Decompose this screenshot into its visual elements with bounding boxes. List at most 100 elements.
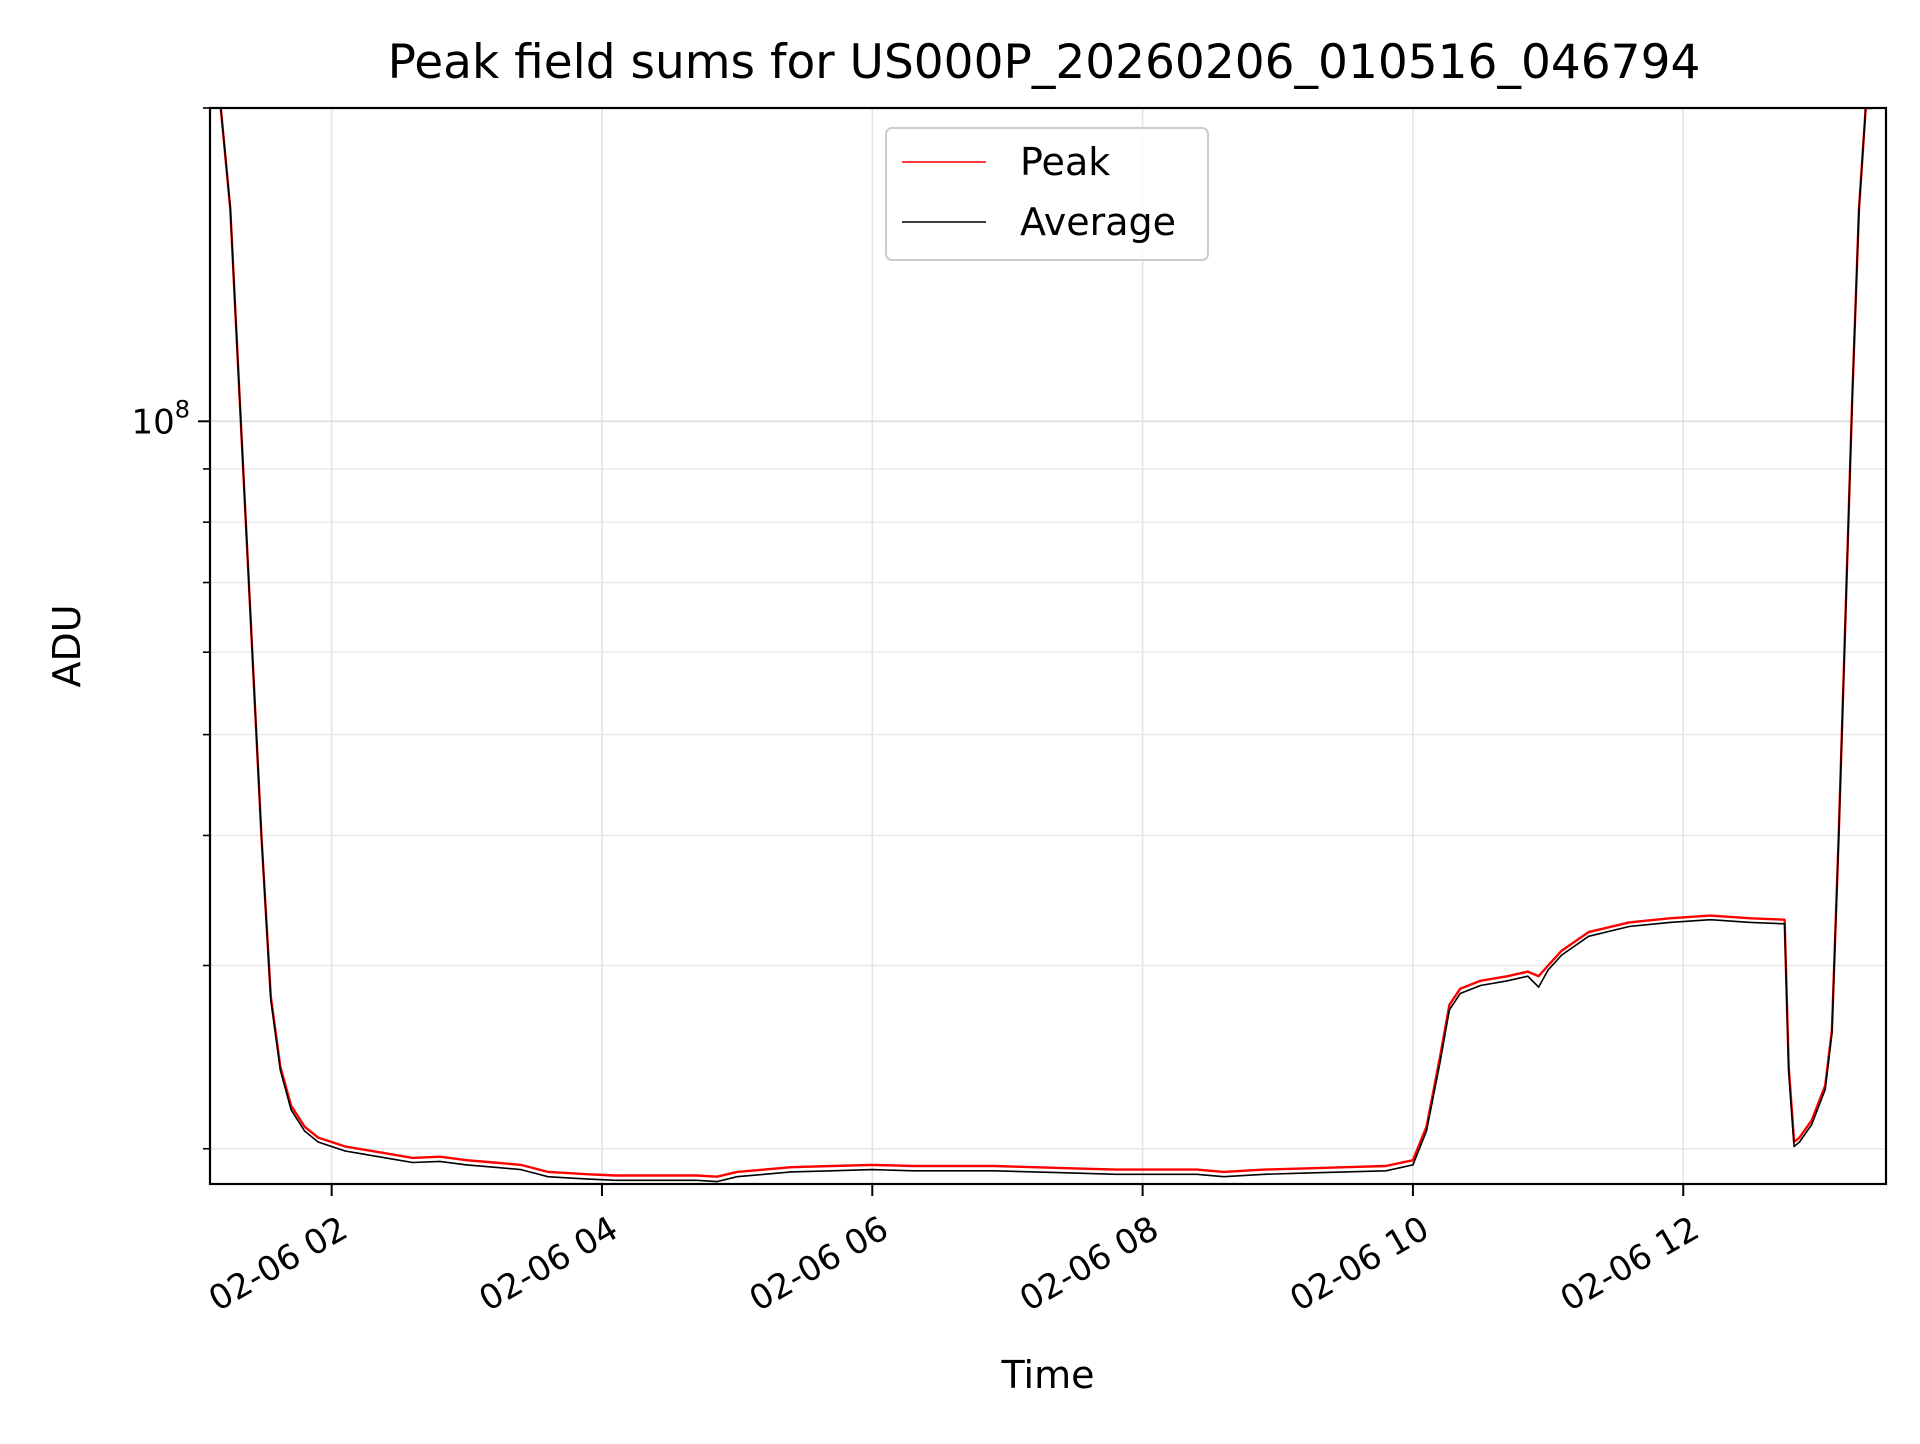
y-axis-label: ADU (45, 604, 89, 687)
data-point-peak (1560, 949, 1563, 952)
data-point-peak (912, 1165, 914, 1167)
data-point-average (1344, 1171, 1347, 1173)
data-point-average (716, 1180, 718, 1183)
data-point-peak (871, 1164, 874, 1166)
grid-layer (210, 107, 1886, 1184)
data-point-peak (1344, 1166, 1347, 1168)
data-point-average (270, 999, 272, 1001)
data-point-average (1858, 208, 1860, 211)
data-point-average (567, 1177, 569, 1179)
series-average (220, 108, 1874, 1183)
data-point-average (303, 1130, 306, 1132)
data-point-peak (1587, 931, 1590, 933)
data-point-peak (1709, 914, 1712, 917)
series-layer (219, 108, 1874, 1183)
data-point-peak (587, 1173, 590, 1176)
data-point-average (695, 1179, 698, 1182)
legend-box (885, 127, 1209, 261)
data-point-peak (695, 1174, 698, 1177)
data-point-peak (1798, 1136, 1801, 1139)
data-point-average (344, 1150, 347, 1152)
x-tick-label: 02-06 12 (1554, 1209, 1706, 1320)
data-point-average (1831, 1032, 1833, 1035)
data-point-peak (317, 1136, 319, 1139)
data-point-average (279, 1069, 282, 1071)
y-axis: 108 (131, 107, 210, 1150)
data-point-average (641, 1179, 644, 1182)
data-point-average (466, 1164, 468, 1166)
data-point-average (1304, 1172, 1306, 1174)
series-line-average (220, 108, 1873, 1183)
y-tick-base: 10 (131, 402, 174, 442)
data-point-peak (1750, 917, 1752, 920)
data-point-peak (993, 1165, 995, 1167)
data-point-average (439, 1160, 441, 1163)
y-tick-exponent: 8 (175, 395, 190, 423)
data-point-average (1810, 1123, 1813, 1126)
data-point-peak (763, 1168, 765, 1171)
data-point-peak (1304, 1167, 1306, 1170)
data-point-peak (614, 1174, 617, 1177)
legend: Peak Average (885, 127, 1209, 261)
data-point-peak (1448, 1004, 1451, 1006)
data-point-peak (1547, 964, 1549, 967)
data-point-average (1668, 921, 1671, 924)
series-peak (219, 108, 1874, 1178)
data-point-peak (466, 1159, 468, 1161)
data-point-average (668, 1179, 671, 1182)
data-point-average (1263, 1173, 1266, 1176)
data-point-peak (668, 1174, 671, 1177)
data-point-peak (1195, 1168, 1198, 1171)
data-point-average (1448, 1009, 1451, 1011)
data-point-average (260, 834, 263, 837)
data-point-average (790, 1171, 792, 1173)
x-tick-label: 02-06 08 (1013, 1209, 1165, 1320)
data-point-average (1587, 935, 1590, 938)
data-point-average (1628, 925, 1630, 928)
data-point-average (547, 1175, 549, 1178)
data-point-average (1506, 980, 1509, 982)
data-point-peak (1628, 921, 1630, 924)
data-point-average (330, 1145, 333, 1148)
series-line-peak (219, 108, 1873, 1178)
data-point-average (249, 615, 252, 617)
data-point-average (993, 1170, 995, 1172)
data-point-peak (1155, 1168, 1157, 1171)
data-point-peak (1668, 917, 1671, 920)
data-point-peak (1033, 1166, 1036, 1168)
data-point-average (357, 1152, 360, 1155)
data-point-average (1851, 399, 1853, 401)
data-point-average (1155, 1173, 1157, 1176)
data-point-peak (330, 1141, 333, 1143)
data-point-average (1787, 1071, 1790, 1073)
data-point-peak (1459, 987, 1461, 990)
data-point-average (229, 208, 232, 210)
data-point-average (1783, 923, 1786, 925)
data-point-average (1824, 1088, 1826, 1091)
data-point-peak (567, 1172, 569, 1174)
data-point-average (1459, 992, 1461, 995)
data-point-average (1837, 836, 1840, 839)
data-point-peak (344, 1145, 347, 1148)
data-point-peak (520, 1164, 522, 1166)
plot-frame (208, 106, 1888, 1186)
data-point-average (763, 1173, 765, 1176)
x-axis: 02-06 02 02-06 04 02-06 06 02-06 08 02-06 10… (202, 1184, 1706, 1320)
data-point-average (830, 1170, 833, 1172)
data-point-average (1114, 1173, 1117, 1176)
data-point-peak (790, 1166, 792, 1168)
data-point-average (1798, 1141, 1801, 1143)
data-point-peak (1527, 970, 1529, 973)
x-tick-label: 02-06 04 (472, 1209, 624, 1320)
data-point-average (1385, 1170, 1387, 1172)
data-point-peak (641, 1174, 644, 1177)
y-tick-label: 108 (131, 395, 190, 442)
data-point-peak (1537, 975, 1540, 977)
data-point-average (1750, 921, 1752, 924)
data-point-average (1844, 616, 1847, 619)
data-point-average (1425, 1130, 1428, 1132)
data-point-average (238, 398, 241, 401)
x-tick-label: 02-06 10 (1283, 1209, 1435, 1320)
